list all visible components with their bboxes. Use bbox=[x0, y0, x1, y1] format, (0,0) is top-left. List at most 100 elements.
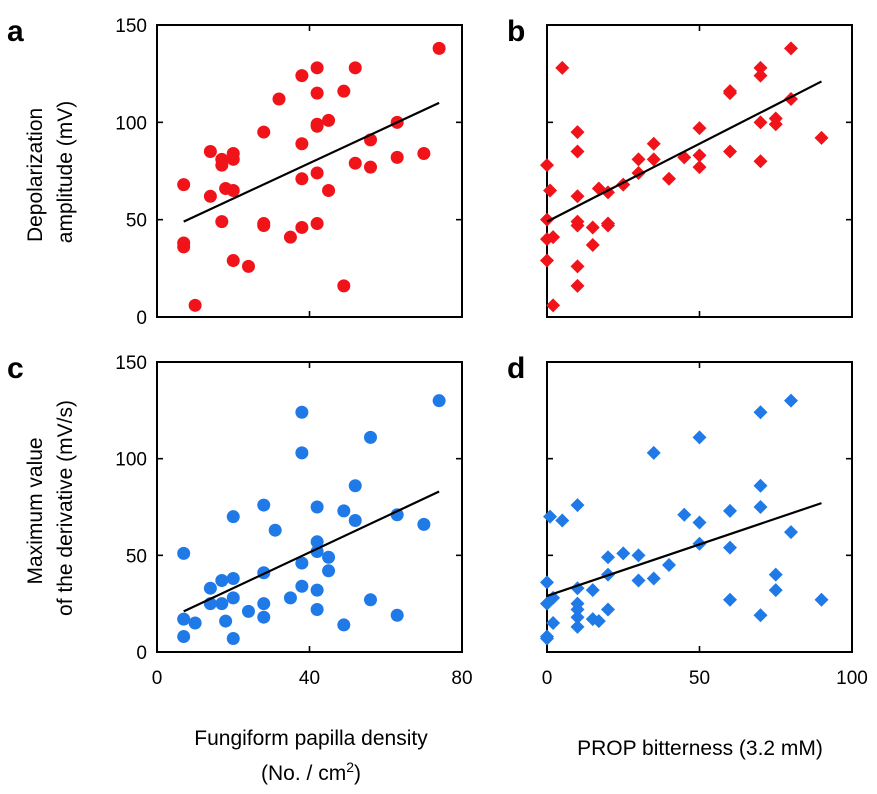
data-point bbox=[417, 146, 431, 160]
data-point bbox=[322, 550, 336, 564]
data-point bbox=[540, 158, 554, 173]
data-point bbox=[646, 445, 661, 460]
y-tick-label: 150 bbox=[115, 16, 147, 37]
data-point bbox=[348, 61, 362, 75]
data-point bbox=[662, 558, 676, 572]
data-point bbox=[226, 510, 240, 524]
data-point bbox=[631, 548, 646, 563]
y-axis-title-top-line2: amplitude (mV) bbox=[54, 101, 77, 243]
data-point bbox=[616, 546, 631, 561]
data-point bbox=[257, 610, 271, 624]
y-tick-label: 100 bbox=[115, 113, 147, 134]
data-point bbox=[432, 394, 446, 408]
data-point bbox=[631, 152, 646, 167]
regression-line bbox=[183, 101, 440, 223]
data-point bbox=[322, 183, 336, 197]
data-point bbox=[814, 592, 829, 607]
data-point bbox=[768, 111, 783, 126]
data-point bbox=[723, 540, 737, 555]
data-point bbox=[723, 503, 737, 518]
data-point bbox=[257, 125, 271, 139]
x-tick-label: 0 bbox=[152, 668, 163, 689]
data-point bbox=[540, 575, 554, 590]
data-point bbox=[723, 144, 737, 159]
data-point bbox=[177, 612, 191, 626]
data-point bbox=[226, 183, 240, 197]
panel-b: b bbox=[507, 15, 853, 318]
y-tick-label: 50 bbox=[126, 211, 147, 232]
data-point bbox=[555, 513, 570, 528]
data-point bbox=[310, 86, 324, 100]
y-tick-label: 50 bbox=[126, 546, 147, 567]
data-point bbox=[364, 593, 377, 607]
data-point bbox=[242, 259, 255, 273]
data-point bbox=[570, 498, 585, 513]
data-point bbox=[570, 214, 585, 229]
data-point bbox=[203, 189, 217, 203]
data-point bbox=[570, 602, 585, 617]
x-axis-title-right: PROP bitterness (3.2 mM) bbox=[577, 737, 823, 760]
data-point bbox=[215, 215, 229, 229]
data-point bbox=[692, 515, 707, 530]
data-point bbox=[310, 119, 324, 133]
data-point bbox=[570, 610, 585, 625]
x-tick-label: 100 bbox=[836, 668, 868, 689]
data-point bbox=[692, 121, 707, 136]
data-point bbox=[631, 573, 646, 588]
data-point bbox=[753, 60, 768, 75]
data-point bbox=[540, 212, 554, 227]
data-point bbox=[348, 156, 362, 170]
data-point bbox=[784, 41, 798, 56]
data-point bbox=[226, 254, 240, 268]
data-point bbox=[322, 564, 336, 578]
data-point bbox=[585, 220, 600, 235]
x-tick-label: 80 bbox=[451, 668, 472, 689]
data-point bbox=[283, 230, 297, 244]
data-point bbox=[570, 189, 585, 204]
data-point bbox=[257, 498, 271, 512]
plot-frame bbox=[156, 361, 463, 653]
data-point bbox=[177, 546, 191, 560]
data-point bbox=[814, 130, 829, 145]
data-point bbox=[601, 218, 615, 233]
data-point bbox=[601, 602, 615, 617]
data-point bbox=[226, 572, 240, 586]
data-point bbox=[646, 152, 661, 167]
data-point bbox=[177, 240, 191, 254]
data-point bbox=[570, 144, 585, 159]
data-point bbox=[570, 259, 585, 274]
panel-letter: b bbox=[507, 15, 525, 48]
data-point bbox=[268, 523, 282, 537]
data-point bbox=[570, 619, 585, 634]
y-axis-title-top: Depolarization amplitude (mV) bbox=[24, 101, 77, 243]
data-point bbox=[390, 608, 404, 622]
data-point bbox=[203, 145, 217, 159]
data-point bbox=[215, 597, 229, 611]
data-point bbox=[753, 115, 768, 130]
data-point bbox=[219, 614, 233, 628]
data-point bbox=[768, 583, 783, 598]
data-point bbox=[226, 591, 240, 605]
data-point bbox=[546, 298, 561, 313]
data-point bbox=[310, 500, 324, 514]
data-point bbox=[226, 631, 240, 645]
plot-frame bbox=[156, 24, 463, 318]
data-point bbox=[295, 556, 309, 570]
data-point bbox=[337, 618, 351, 632]
data-point bbox=[753, 405, 768, 420]
data-point bbox=[768, 567, 783, 582]
regression-line bbox=[183, 490, 440, 613]
panels: a 0 50 100 150 b c 0 50 100 150 0 40 80 d 0 50 100 bbox=[7, 15, 868, 689]
y-axis-title-bottom-line2: of the derivative (mV/s) bbox=[54, 400, 77, 616]
data-point bbox=[432, 41, 446, 55]
data-point bbox=[242, 604, 255, 618]
data-point bbox=[337, 279, 351, 293]
data-point bbox=[784, 525, 798, 540]
data-point bbox=[257, 219, 271, 233]
data-point bbox=[784, 393, 798, 408]
data-point bbox=[662, 171, 676, 186]
data-point bbox=[226, 146, 240, 160]
data-point bbox=[310, 217, 324, 231]
data-point bbox=[585, 583, 600, 598]
data-point bbox=[203, 581, 217, 595]
